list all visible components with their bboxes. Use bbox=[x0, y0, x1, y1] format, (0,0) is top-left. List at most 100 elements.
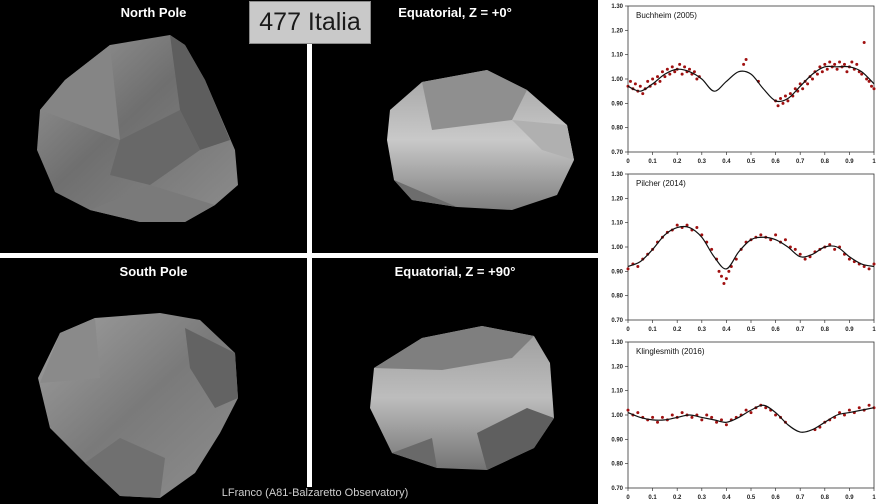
observation-point bbox=[793, 87, 797, 91]
observation-point bbox=[825, 67, 829, 71]
observation-point bbox=[781, 101, 785, 105]
credit-text: LFranco (A81-Balzaretto Observatory) bbox=[221, 487, 409, 499]
observation-point bbox=[860, 72, 864, 76]
y-tick-label: 1.00 bbox=[611, 413, 623, 419]
lightcurve-panel: Buchheim (2005) 0.70 0.80 0.90 1.00 1.10 1.20 1… bbox=[598, 0, 880, 504]
observation-point bbox=[710, 247, 714, 251]
y-tick-label: 1.20 bbox=[611, 196, 623, 202]
view-panel-equatorial-z90: Equatorial, Z = +90° bbox=[312, 258, 598, 504]
view-label-north-pole: North Pole bbox=[120, 5, 187, 20]
observation-point bbox=[710, 415, 714, 419]
chart-title: Pilcher (2014) bbox=[636, 179, 686, 188]
observation-point bbox=[872, 87, 876, 91]
x-tick-label: 0.2 bbox=[673, 327, 682, 333]
lightcurve-svg-1: Buchheim (2005)0.700.800.901.001.101.201… bbox=[611, 4, 876, 165]
observation-point bbox=[665, 67, 669, 71]
lightcurve-chart-3: Klinglesmith (2016) 0.70 0.80 0.90 1.00 1.10 1… bbox=[598, 336, 880, 504]
observation-point bbox=[690, 415, 694, 419]
observation-point bbox=[850, 60, 854, 64]
asteroid-shape-equatorial-z90 bbox=[370, 326, 554, 470]
x-tick-label: 0.5 bbox=[747, 495, 756, 501]
y-tick-label: 1.30 bbox=[611, 340, 623, 346]
observation-point bbox=[806, 82, 810, 86]
observation-point bbox=[855, 62, 859, 66]
observation-point bbox=[673, 70, 677, 74]
y-tick-label: 1.20 bbox=[611, 364, 623, 370]
observation-point bbox=[828, 243, 832, 247]
x-tick-label: 0.8 bbox=[821, 327, 830, 333]
asteroid-shape-south-pole bbox=[38, 313, 238, 498]
observation-point bbox=[744, 408, 748, 412]
x-tick-label: 0 bbox=[626, 159, 630, 165]
observation-point bbox=[820, 70, 824, 74]
observation-point bbox=[833, 247, 837, 251]
plot-area bbox=[627, 5, 875, 153]
observation-point bbox=[724, 423, 728, 427]
view-label-equatorial-z90: Equatorial, Z = +90° bbox=[394, 264, 516, 279]
observation-point bbox=[680, 411, 684, 415]
lightcurve-chart-2: Pilcher (2014) 0.70 0.80 0.90 1.00 1.10 1.20 1.… bbox=[598, 168, 880, 336]
y-tick-label: 1.00 bbox=[611, 245, 623, 251]
observation-point bbox=[705, 413, 709, 417]
model-curve bbox=[627, 225, 875, 270]
x-tick-label: 0.5 bbox=[747, 327, 756, 333]
x-tick-label: 0.4 bbox=[722, 495, 731, 501]
observation-point bbox=[867, 267, 871, 271]
x-tick-label: 0.1 bbox=[648, 495, 657, 501]
observation-point bbox=[719, 274, 723, 278]
observation-point bbox=[793, 247, 797, 251]
observation-point bbox=[663, 75, 667, 79]
y-tick-label: 0.70 bbox=[611, 318, 623, 324]
horizontal-divider bbox=[0, 253, 598, 258]
x-tick-label: 1 bbox=[872, 495, 876, 501]
x-tick-label: 0.5 bbox=[747, 159, 756, 165]
observation-point bbox=[675, 223, 679, 227]
observation-point bbox=[842, 62, 846, 66]
model-curve bbox=[627, 65, 875, 103]
x-tick-label: 0.7 bbox=[796, 327, 805, 333]
observation-point bbox=[678, 62, 682, 66]
observation-point bbox=[660, 415, 664, 419]
y-tick-label: 1.30 bbox=[611, 172, 623, 178]
observation-point bbox=[811, 77, 814, 81]
observation-point bbox=[815, 72, 819, 76]
observation-point bbox=[786, 99, 790, 103]
x-tick-label: 0.8 bbox=[821, 159, 830, 165]
observation-point bbox=[651, 77, 655, 81]
x-tick-label: 0 bbox=[626, 495, 630, 501]
view-panel-south-pole: South Pole bbox=[0, 258, 307, 504]
observation-point bbox=[749, 411, 753, 415]
observation-point bbox=[783, 238, 787, 242]
observation-point bbox=[727, 269, 731, 273]
observation-point bbox=[628, 79, 632, 83]
observation-point bbox=[668, 72, 672, 76]
x-tick-label: 0.6 bbox=[771, 327, 780, 333]
x-tick-label: 0.9 bbox=[845, 159, 854, 165]
observation-point bbox=[695, 226, 699, 230]
y-tick-label: 1.10 bbox=[611, 221, 623, 227]
x-tick-label: 0.1 bbox=[648, 327, 657, 333]
asteroid-shape-north-pole bbox=[37, 35, 238, 222]
observation-point bbox=[774, 413, 778, 417]
observation-point bbox=[835, 67, 839, 71]
observation-point bbox=[823, 62, 827, 66]
y-tick-label: 0.70 bbox=[611, 486, 623, 492]
observation-point bbox=[656, 75, 660, 79]
observation-point bbox=[734, 257, 738, 261]
y-tick-label: 1.10 bbox=[611, 53, 623, 59]
observation-point bbox=[722, 282, 726, 285]
x-tick-label: 0.7 bbox=[796, 159, 805, 165]
observation-point bbox=[670, 65, 674, 69]
observation-point bbox=[641, 92, 645, 96]
observation-point bbox=[680, 72, 684, 76]
observation-point bbox=[719, 418, 723, 422]
observation-point bbox=[724, 277, 728, 281]
x-tick-label: 0.9 bbox=[845, 327, 854, 333]
lightcurve-svg-3: Klinglesmith (2016)0.700.800.901.001.101… bbox=[611, 340, 876, 501]
observation-point bbox=[867, 403, 871, 407]
observation-point bbox=[779, 96, 783, 100]
observation-point bbox=[656, 420, 660, 424]
observation-point bbox=[833, 62, 837, 66]
observation-point bbox=[788, 92, 792, 96]
observation-point bbox=[638, 84, 642, 88]
